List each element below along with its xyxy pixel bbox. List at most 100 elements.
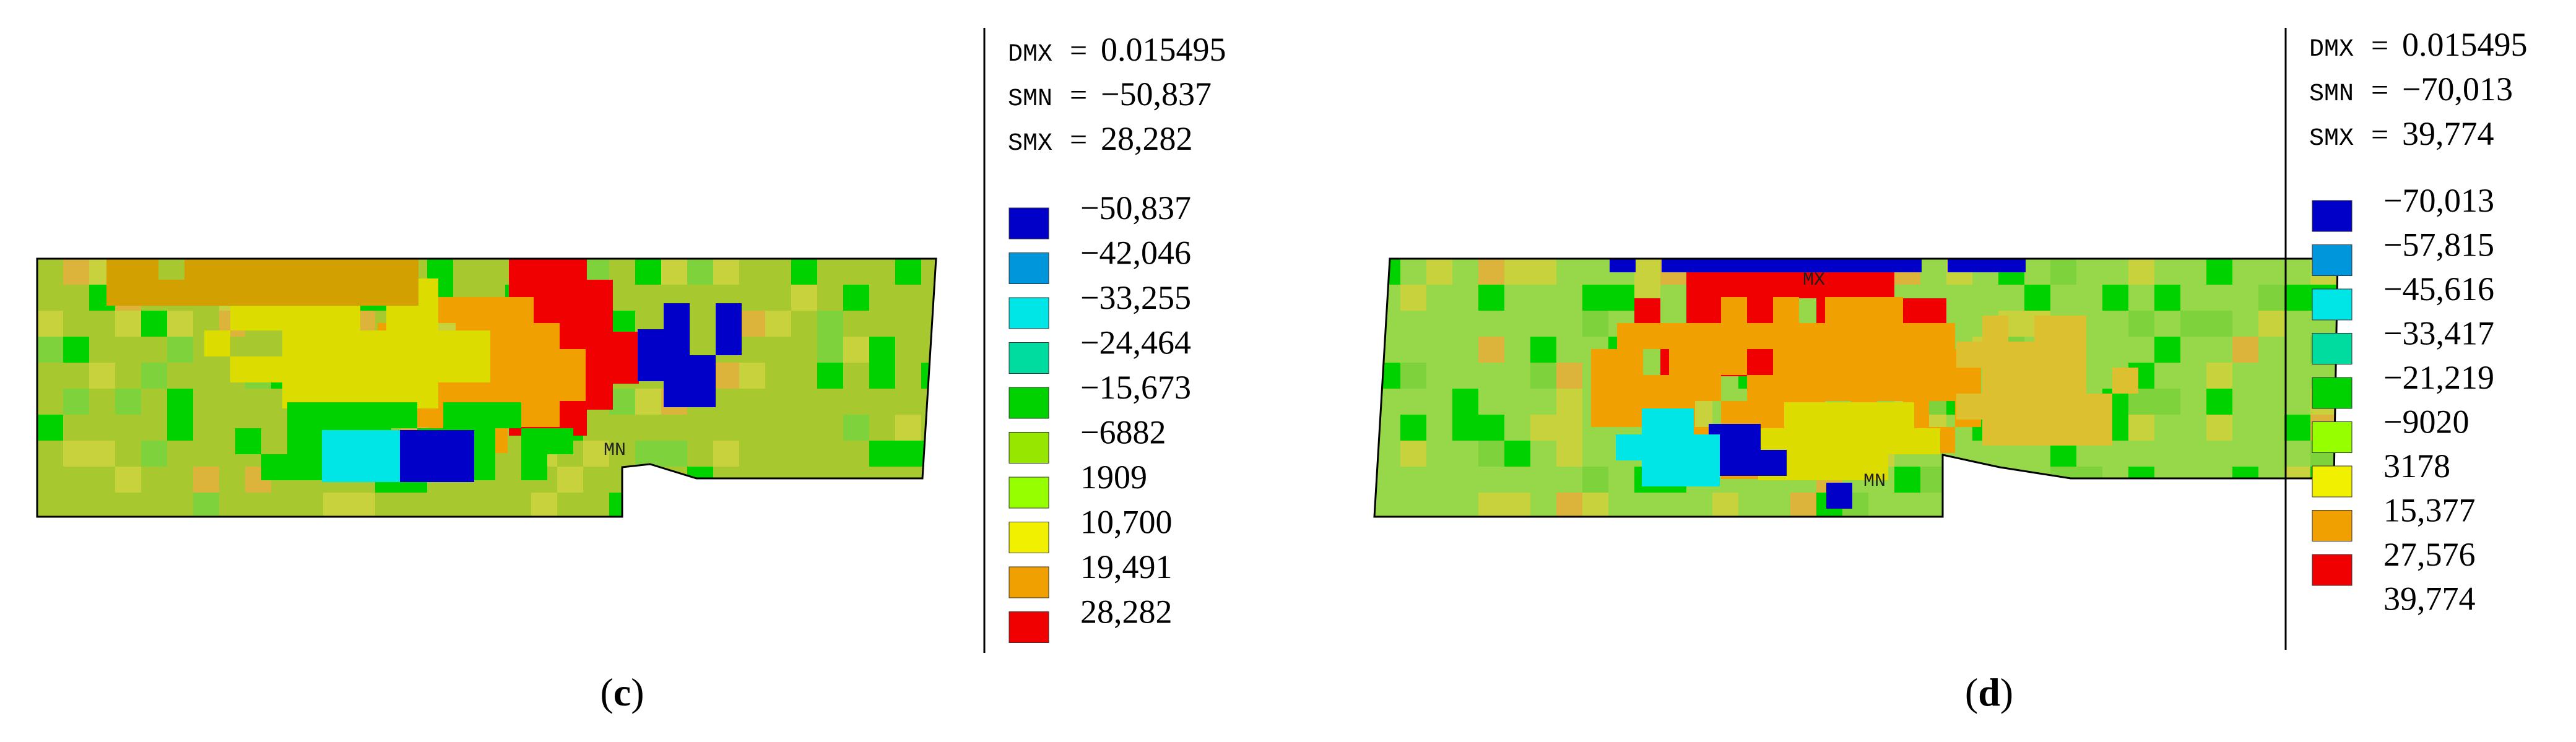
stress-cell	[1591, 375, 1617, 401]
stress-cell	[2034, 342, 2060, 368]
stress-cell	[1810, 402, 1836, 428]
mesh-cell	[635, 441, 661, 467]
stress-cell	[1784, 454, 1810, 480]
stress-cell	[210, 280, 236, 306]
stress-cell	[288, 280, 314, 306]
stat-value: 0.015495	[2402, 26, 2528, 63]
mesh-cell	[1400, 285, 1426, 311]
stat-value: −50,837	[1101, 75, 1212, 113]
legend-swatch	[1008, 566, 1049, 598]
mesh-cell	[2232, 337, 2258, 363]
stress-cell	[1735, 450, 1761, 476]
mesh-cell	[1894, 467, 1920, 493]
stress-cell	[334, 356, 360, 382]
legend-label: −33,417	[2383, 315, 2494, 352]
stress-cell	[422, 456, 448, 482]
legend-label: −15,673	[1080, 369, 1191, 406]
stress-cell	[1688, 259, 1714, 272]
mesh-cell	[713, 441, 739, 467]
stress-cell	[374, 430, 400, 456]
stress-cell	[587, 358, 613, 384]
mesh-cell	[37, 337, 63, 363]
stress-cell	[664, 329, 690, 355]
mesh-cell	[1504, 259, 1530, 285]
legend-swatch	[1008, 432, 1049, 464]
stress-cell	[535, 280, 561, 306]
legend-label: 28,282	[1080, 593, 1173, 631]
stress-cell	[1818, 259, 1844, 272]
mesh-cell	[1556, 415, 1582, 441]
stress-cell	[1851, 323, 1877, 349]
stress-cell	[508, 349, 534, 375]
mesh-cell	[1478, 493, 1504, 517]
stress-cell	[184, 259, 210, 280]
stress-cell	[322, 456, 348, 482]
mesh-cell	[141, 441, 167, 467]
stress-cell	[2086, 420, 2112, 446]
stress-cell	[448, 430, 474, 456]
mesh-cell	[1426, 259, 1452, 285]
stress-cell	[1974, 259, 2000, 272]
stress-cell	[1790, 272, 1816, 298]
stress-cell	[366, 259, 392, 280]
mesh-cell	[1530, 415, 1556, 441]
legend-swatch	[1008, 387, 1049, 419]
stress-cell	[1669, 375, 1695, 401]
stress-cell	[282, 356, 308, 382]
stress-cell	[2112, 368, 2138, 394]
mesh-cell	[1452, 415, 1478, 441]
stress-cell	[1825, 323, 1851, 349]
stress-cell	[1695, 375, 1721, 401]
caption-close: )	[631, 670, 644, 714]
stress-cell	[374, 456, 400, 482]
stress-cell	[313, 402, 339, 428]
mesh-cell	[713, 259, 739, 285]
stress-cell	[1695, 349, 1721, 375]
stress-cell	[339, 402, 365, 428]
legend-label: −50,837	[1080, 189, 1191, 226]
stat-equals: =	[2371, 28, 2388, 63]
stress-cell	[664, 355, 690, 381]
mesh-cell	[635, 493, 661, 517]
panel-caption: (c)	[600, 670, 644, 714]
stress-cell	[287, 402, 313, 428]
stress-cell	[391, 402, 417, 428]
stress-cell	[1929, 349, 1955, 375]
stat-key: DMX	[2309, 36, 2354, 64]
stress-cell	[508, 375, 534, 401]
legend-label: 27,576	[2383, 536, 2476, 573]
stat-key: SMX	[1008, 130, 1052, 158]
mesh-cell	[1478, 337, 1504, 363]
mesh-cell	[843, 337, 869, 363]
stress-cell	[256, 304, 282, 330]
mesh-cell	[167, 415, 193, 441]
stress-cell	[360, 356, 386, 382]
mesh-cell	[739, 363, 765, 389]
stress-cell	[482, 297, 508, 323]
extreme-marker-label: MN	[604, 440, 626, 461]
stress-cell	[2060, 368, 2086, 394]
mesh-cell	[1556, 441, 1582, 467]
mesh-cell	[63, 389, 89, 415]
plate-outline	[36, 257, 937, 518]
mesh-cell	[739, 311, 765, 337]
stress-cell	[2000, 259, 2026, 272]
stat-key: DMX	[1008, 41, 1052, 69]
caption-open: (	[1965, 670, 1978, 714]
stress-cell	[2034, 420, 2060, 446]
stress-cell	[1870, 259, 1896, 272]
stress-cell	[334, 330, 360, 356]
stress-cell	[547, 428, 573, 454]
stress-cell	[261, 454, 287, 480]
stress-cell	[1616, 434, 1642, 460]
stress-cell	[1773, 323, 1799, 349]
stress-cell	[2060, 316, 2086, 342]
legend-label: −21,219	[2383, 359, 2494, 396]
legend-swatch	[2312, 421, 2353, 453]
stress-cell	[638, 329, 664, 355]
stress-cell	[366, 280, 392, 306]
stress-cell	[587, 280, 613, 306]
stress-cell	[1740, 259, 1766, 272]
legend-swatch	[1008, 611, 1049, 643]
legend-swatch	[2312, 377, 2353, 409]
